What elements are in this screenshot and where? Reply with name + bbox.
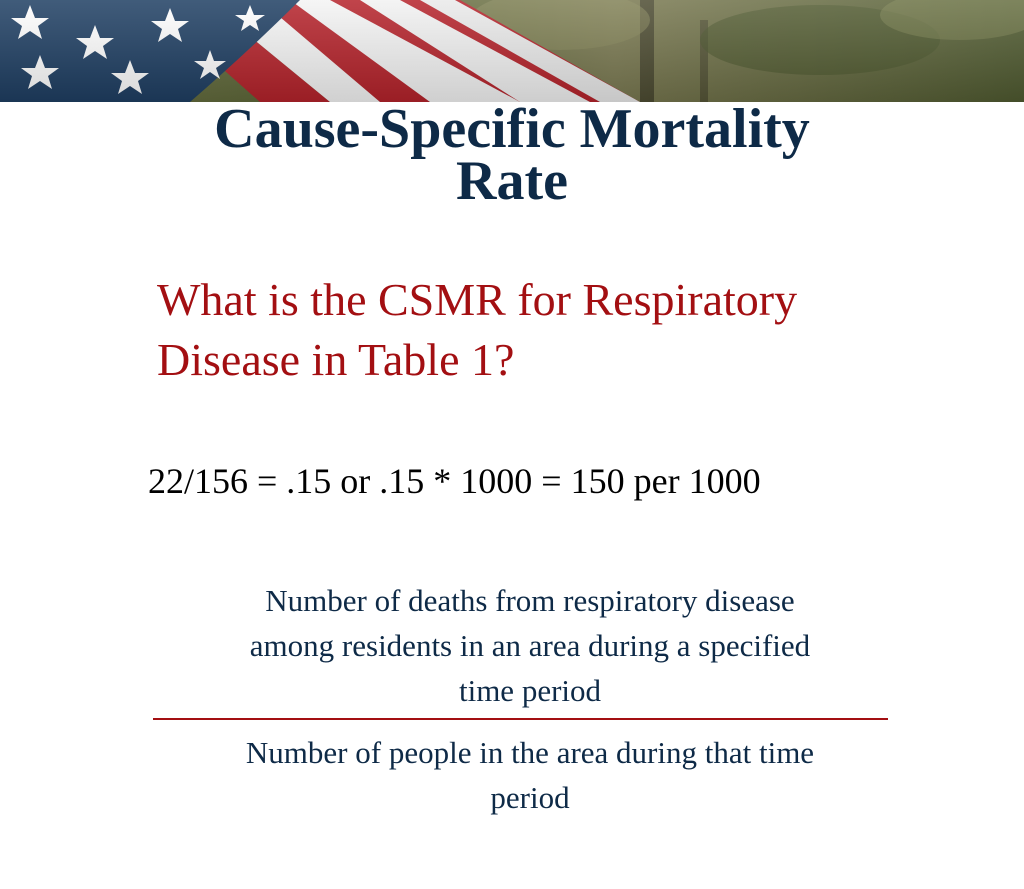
- title-line-2: Rate: [456, 150, 568, 212]
- numerator-line-2: among residents in an area during a spec…: [249, 628, 811, 663]
- calculation-equation: 22/156 = .15 or .15 * 1000 = 150 per 100…: [148, 461, 761, 501]
- denominator-line-1: Number of people in the area during that…: [245, 735, 815, 770]
- fraction-bar: [153, 718, 888, 720]
- question-text: What is the CSMR for Respiratory Disease…: [157, 270, 957, 390]
- slide-title: Cause-Specific Mortality Rate: [0, 98, 1024, 212]
- denominator-line-2: period: [490, 780, 570, 815]
- title-line-1: Cause-Specific Mortality: [214, 98, 810, 160]
- question-line-1: What is the CSMR for Respiratory: [157, 274, 798, 325]
- numerator-line-1: Number of deaths from respiratory diseas…: [265, 583, 795, 618]
- numerator-line-3: time period: [458, 673, 602, 708]
- question-line-2: Disease in Table 1?: [157, 334, 515, 385]
- formula-numerator: Number of deaths from respiratory diseas…: [180, 578, 880, 713]
- american-flag-banner: [0, 0, 1024, 102]
- formula-denominator: Number of people in the area during that…: [165, 730, 895, 820]
